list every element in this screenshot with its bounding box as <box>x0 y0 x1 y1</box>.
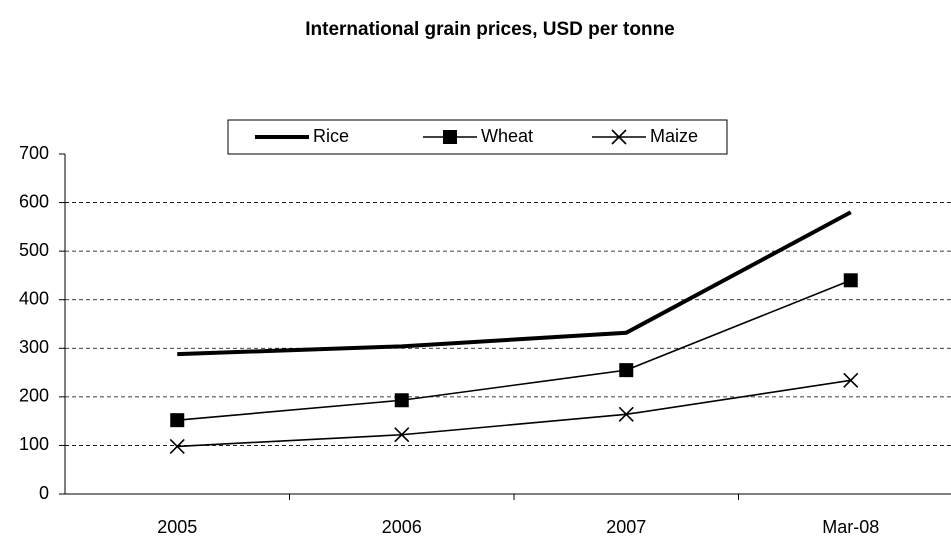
legend-marker <box>443 130 457 144</box>
marker <box>843 372 859 388</box>
marker <box>169 438 185 454</box>
legend-label: Wheat <box>481 126 533 146</box>
legend-label: Rice <box>313 126 349 146</box>
x-tick-label: 2007 <box>606 517 646 536</box>
legend-marker <box>611 129 627 145</box>
marker <box>618 406 634 422</box>
y-tick-label: 500 <box>19 240 49 260</box>
y-tick-label: 300 <box>19 337 49 357</box>
marker <box>170 413 185 428</box>
marker <box>394 427 410 443</box>
x-tick-label: 2006 <box>382 517 422 536</box>
y-tick-label: 0 <box>39 483 49 503</box>
series-line <box>177 379 851 448</box>
y-tick-label: 400 <box>19 288 49 308</box>
x-tick-label: Mar-08 <box>822 517 879 536</box>
series-line <box>177 279 852 421</box>
legend-label: Maize <box>650 126 698 146</box>
marker <box>619 363 634 378</box>
y-tick-label: 600 <box>19 191 49 211</box>
y-tick-label: 100 <box>19 434 49 454</box>
series-line <box>177 210 852 357</box>
y-tick-label: 200 <box>19 386 49 406</box>
marker <box>394 393 409 408</box>
marker <box>843 273 858 288</box>
y-tick-label: 700 <box>19 143 49 163</box>
chart-title: International grain prices, USD per tonn… <box>305 19 675 40</box>
x-tick-label: 2005 <box>157 517 197 536</box>
